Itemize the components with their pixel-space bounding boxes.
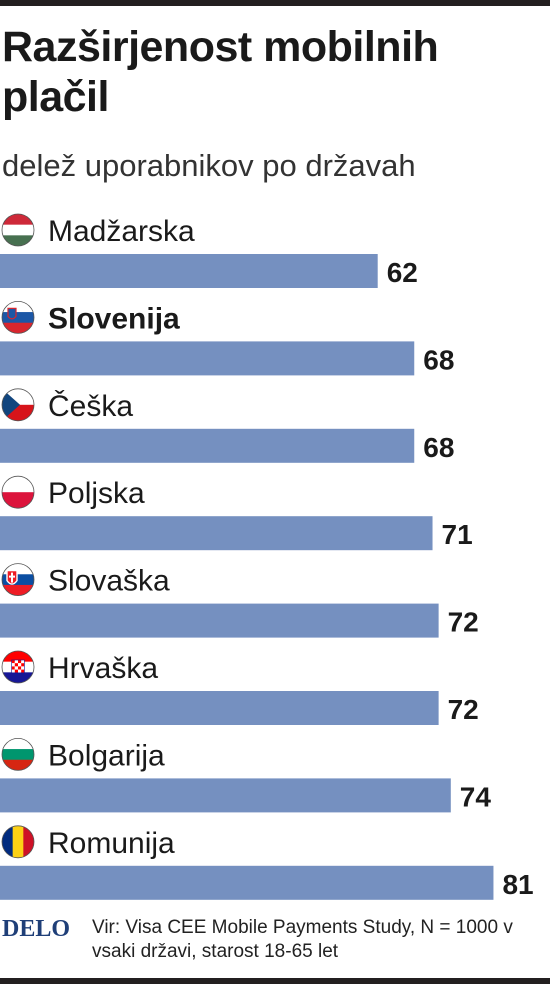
country-label: Hrvaška (48, 652, 158, 685)
top-rule (0, 0, 550, 6)
poland-flag-icon (1, 475, 35, 509)
croatia-flag-icon (1, 650, 35, 684)
romania-flag-icon (1, 825, 35, 859)
value-label: 68 (423, 432, 454, 463)
bar (0, 603, 439, 638)
slovenia-flag-icon (1, 300, 35, 334)
country-label: Romunija (48, 827, 175, 860)
value-label: 81 (502, 869, 533, 900)
country-label: Slovenija (48, 302, 180, 335)
footer: DELO Vir: Visa CEE Mobile Payments Study… (0, 914, 550, 976)
value-label: 72 (448, 607, 479, 638)
hungary-flag-icon (1, 213, 35, 247)
value-label: 62 (387, 257, 418, 288)
value-label: 74 (460, 781, 492, 812)
country-label: Bolgarija (48, 739, 165, 772)
bar (0, 341, 415, 376)
country-label: Slovaška (48, 565, 170, 598)
slovakia-flag-icon (1, 563, 35, 596)
bar (0, 778, 451, 813)
country-label: Poljska (48, 477, 145, 510)
delo-logo: DELO (2, 916, 71, 942)
bar (0, 516, 433, 551)
bar (0, 254, 378, 288)
bar (0, 691, 439, 725)
value-label: 72 (448, 694, 479, 725)
source-note: Vir: Visa CEE Mobile Payments Study, N =… (92, 917, 513, 962)
czech-flag-icon (1, 388, 35, 422)
bulgaria-flag-icon (1, 738, 35, 771)
chart-subtitle: delež uporabnikov po državah (2, 148, 416, 183)
bottom-rule (0, 978, 550, 984)
country-label: Madžarska (48, 215, 195, 248)
chart-title: Razširjenost mobilnih plačil (2, 23, 439, 121)
bar (0, 865, 494, 900)
country-label: Češka (48, 389, 133, 423)
bar (0, 428, 415, 463)
value-label: 71 (442, 519, 473, 550)
value-label: 68 (423, 344, 454, 375)
